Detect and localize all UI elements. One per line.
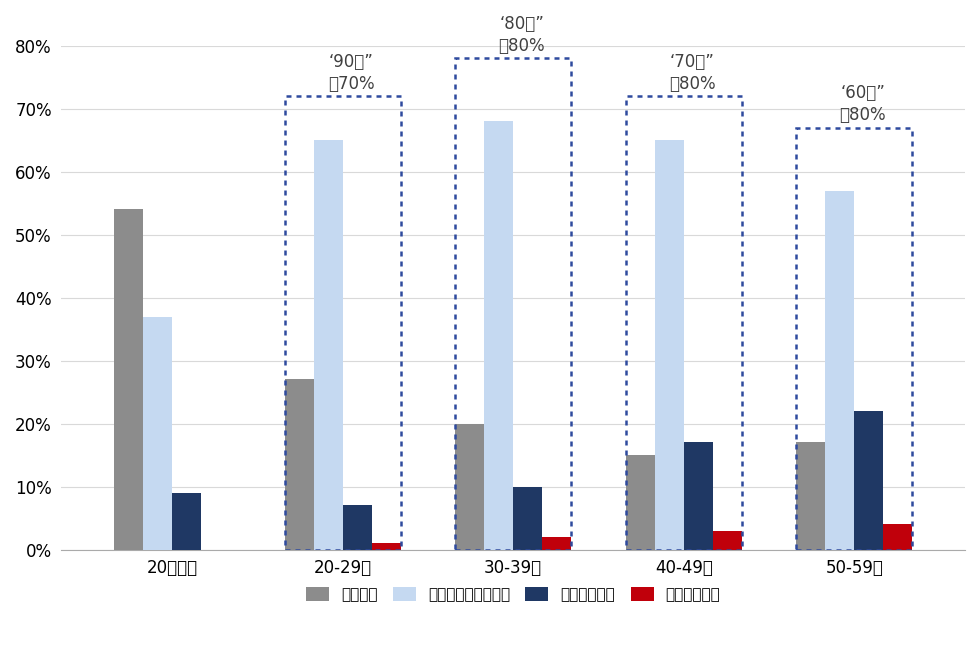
Bar: [172, 493, 201, 549]
Bar: [143, 317, 172, 549]
Bar: [484, 122, 514, 549]
Bar: [542, 537, 571, 549]
Bar: [456, 424, 484, 549]
Bar: [796, 442, 825, 549]
Bar: [712, 531, 742, 549]
Bar: [514, 487, 542, 549]
Bar: [684, 442, 712, 549]
Text: ‘90后”
襳70%: ‘90后” 襳70%: [328, 53, 374, 93]
Bar: [115, 210, 143, 549]
Bar: [655, 140, 684, 549]
Bar: [285, 380, 314, 549]
Text: ‘60后”
襳80%: ‘60后” 襳80%: [840, 84, 886, 124]
Bar: [371, 543, 401, 549]
Legend: 从未想过, 想过，但未具体规划, 已有初步规划, 已有完整规划: 从未想过, 想过，但未具体规划, 已有初步规划, 已有完整规划: [306, 587, 720, 602]
Text: ‘80后”
疗80%: ‘80后” 疗80%: [499, 15, 545, 55]
Bar: [883, 524, 912, 549]
Bar: [855, 411, 883, 549]
Text: ‘70后”
襳80%: ‘70后” 襳80%: [669, 53, 715, 93]
Bar: [456, 58, 571, 549]
Bar: [343, 505, 371, 549]
Bar: [626, 96, 742, 549]
Bar: [314, 140, 343, 549]
Bar: [285, 96, 401, 549]
Bar: [796, 127, 912, 549]
Bar: [825, 191, 855, 549]
Bar: [626, 455, 655, 549]
